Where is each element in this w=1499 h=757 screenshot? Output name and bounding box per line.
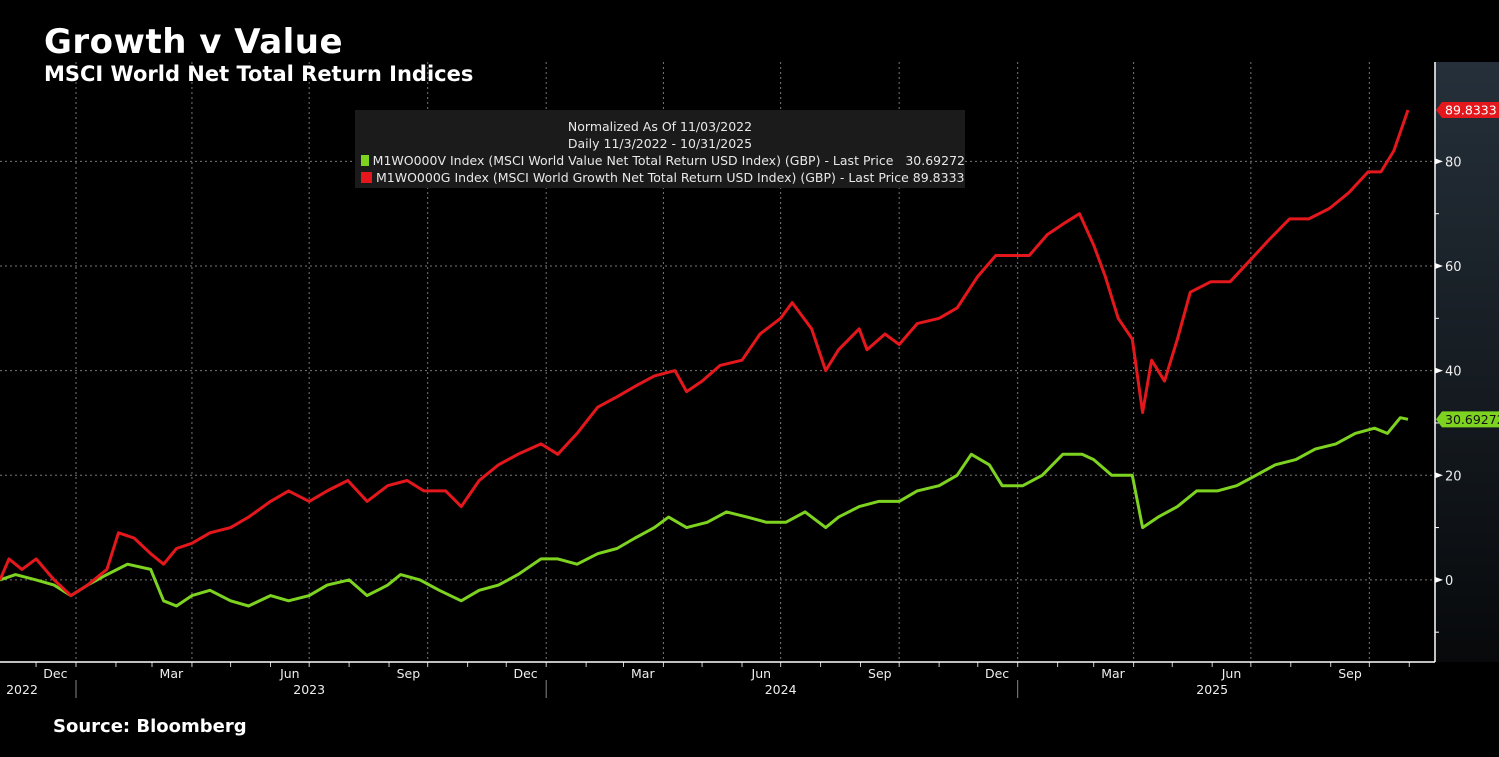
legend-label-growth: M1WO000G Index (MSCI World Growth Net To… bbox=[376, 170, 965, 185]
x-month-label: Dec bbox=[985, 666, 1009, 681]
series-line-value bbox=[0, 416, 1409, 608]
y-tick-marker bbox=[1435, 263, 1443, 270]
last-price-tag bbox=[1436, 411, 1499, 428]
x-month-label: Mar bbox=[160, 666, 184, 681]
last-price-tag bbox=[1436, 101, 1499, 118]
y-tick-marker bbox=[1435, 367, 1443, 374]
x-year-label: 2025 bbox=[1196, 682, 1228, 697]
y-tick-label: 0 bbox=[1445, 574, 1453, 589]
last-price-label: 89.8333 bbox=[1445, 102, 1497, 117]
y-tick-label: 40 bbox=[1445, 365, 1462, 380]
y-axis-panel bbox=[1435, 62, 1499, 662]
x-month-label: Jun bbox=[279, 666, 300, 681]
chart-title: Growth v Value bbox=[44, 22, 344, 62]
y-tick-marker bbox=[1435, 158, 1443, 165]
legend-item-value: M1WO000V Index (MSCI World Value Net Tot… bbox=[355, 152, 965, 169]
x-year-label: 2023 bbox=[293, 682, 325, 697]
x-month-label: Sep bbox=[868, 666, 892, 681]
series-line-growth bbox=[0, 109, 1410, 598]
y-tick-label: 60 bbox=[1445, 260, 1462, 275]
y-tick-marker bbox=[1435, 472, 1443, 479]
legend-date-range: Daily 11/3/2022 - 10/31/2025 bbox=[567, 136, 753, 151]
y-tick-label: 80 bbox=[1445, 155, 1462, 170]
legend-label-value: M1WO000V Index (MSCI World Value Net Tot… bbox=[372, 153, 965, 168]
last-price-label: 30.69272 bbox=[1445, 412, 1499, 427]
legend-swatch-value bbox=[361, 155, 369, 166]
x-month-label: Mar bbox=[1101, 666, 1125, 681]
x-month-label: Jun bbox=[751, 666, 772, 681]
y-tick-marker bbox=[1435, 576, 1443, 583]
source-note: Source: Bloomberg bbox=[53, 716, 247, 737]
legend-swatch-growth bbox=[361, 172, 372, 183]
x-month-label: Jun bbox=[1221, 666, 1242, 681]
x-month-label: Sep bbox=[397, 666, 421, 681]
x-year-label: 2024 bbox=[765, 682, 797, 697]
legend: Normalized As Of 11/03/2022 Daily 11/3/2… bbox=[355, 110, 965, 188]
legend-item-growth: M1WO000G Index (MSCI World Growth Net To… bbox=[355, 169, 965, 186]
x-month-label: Sep bbox=[1338, 666, 1362, 681]
x-year-label: 2022 bbox=[6, 682, 38, 697]
x-month-label: Dec bbox=[513, 666, 537, 681]
y-tick-label: 20 bbox=[1445, 469, 1462, 484]
x-month-label: Dec bbox=[43, 666, 67, 681]
legend-normalized-text: Normalized As Of 11/03/2022 bbox=[567, 119, 753, 134]
chart-subtitle: MSCI World Net Total Return Indices bbox=[44, 62, 474, 86]
x-month-label: Mar bbox=[631, 666, 655, 681]
